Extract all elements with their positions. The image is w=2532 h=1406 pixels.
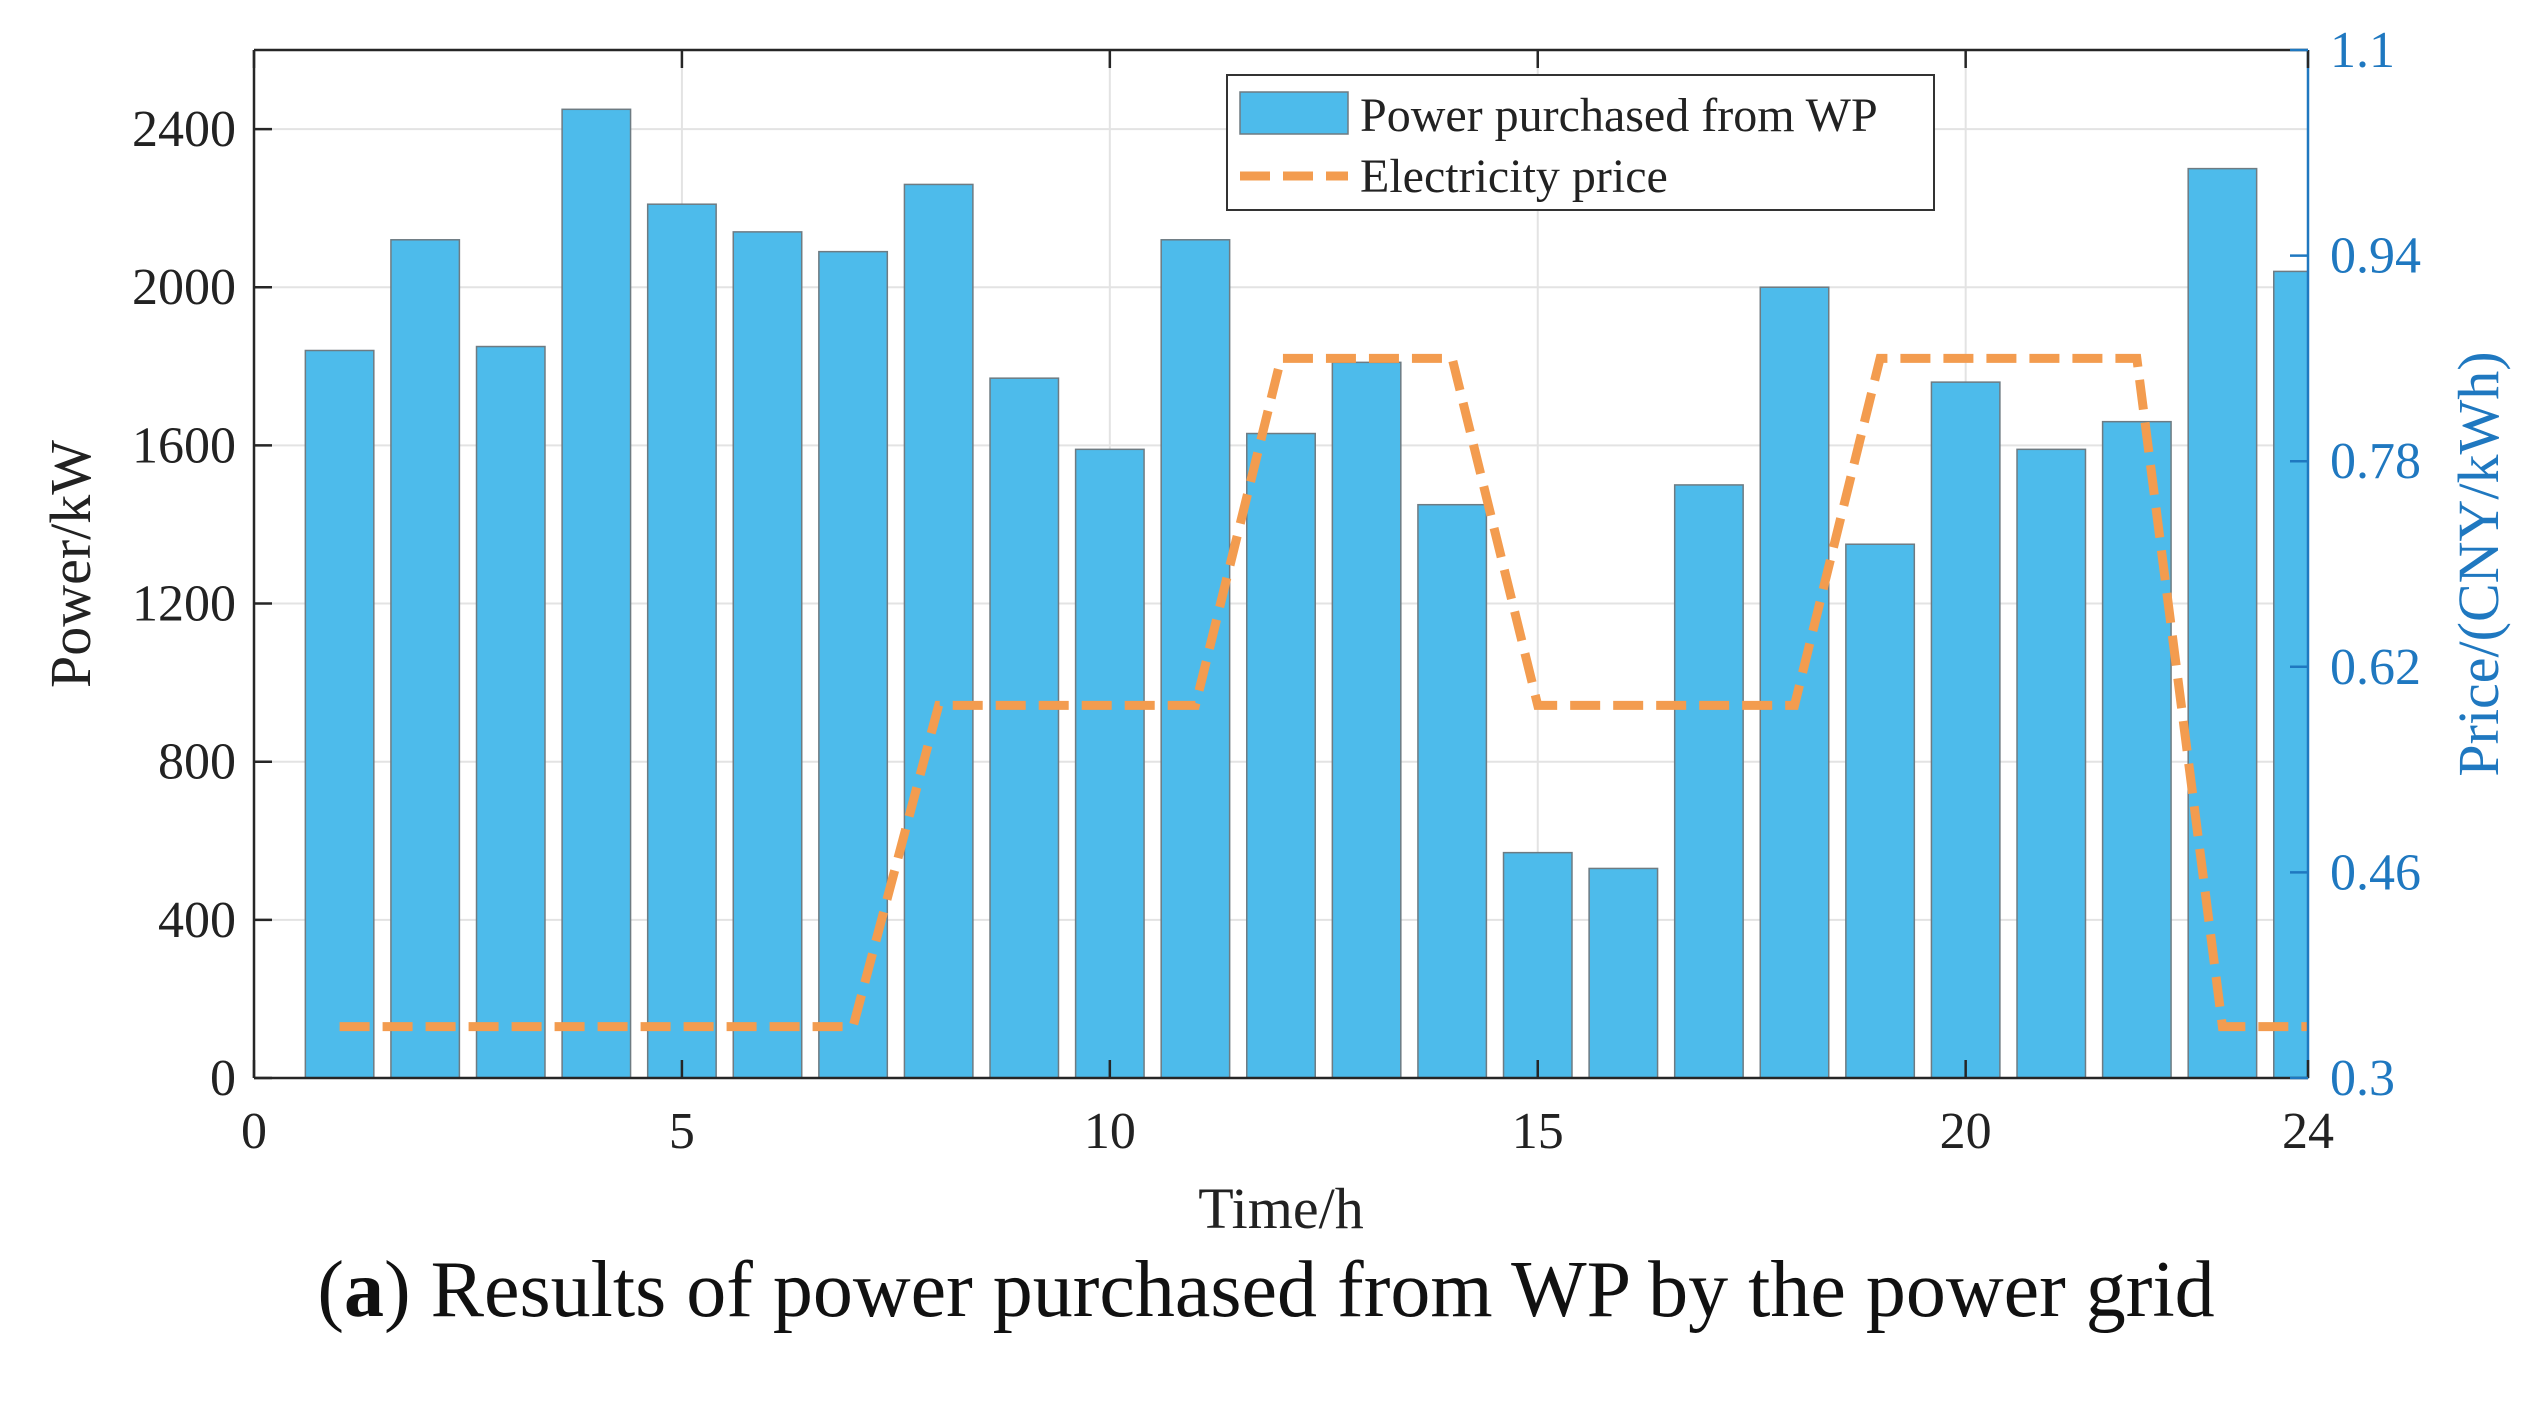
bar <box>1673 484 1744 1079</box>
price-line <box>339 353 2308 1032</box>
bar <box>390 239 461 1079</box>
x-tick-label: 15 <box>1512 1103 1564 1160</box>
x-tick-label: 0 <box>241 1103 267 1160</box>
bar <box>903 183 974 1079</box>
caption-label: a <box>343 1246 384 1334</box>
x-tick-label: 10 <box>1084 1103 1136 1160</box>
bar <box>1331 361 1402 1079</box>
x-axis-title: Time/h <box>1198 1176 1363 1241</box>
y-axis-title: Power/kW <box>38 440 103 688</box>
x-tick-label: 24 <box>2282 1103 2334 1160</box>
bar <box>1930 381 2001 1079</box>
bar <box>2187 167 2258 1079</box>
y-tick-label: 800 <box>158 734 236 791</box>
legend-bar-swatch <box>1239 91 1349 135</box>
bar <box>304 349 375 1079</box>
bar <box>1417 503 1488 1079</box>
y-tick-label: 1600 <box>132 417 236 474</box>
bar <box>2016 448 2087 1079</box>
bar <box>989 377 1060 1079</box>
figure-caption: (a) Results of power purchased from WP b… <box>317 1246 2215 1334</box>
x-tick-label: 5 <box>669 1103 695 1160</box>
bar <box>1502 851 1573 1079</box>
legend-line-label: Electricity price <box>1360 150 1668 203</box>
bar <box>1588 867 1659 1079</box>
bar <box>818 250 889 1079</box>
y-tick-label: 1200 <box>132 576 236 633</box>
bar <box>1246 432 1316 1079</box>
y-right-tick-label: 0.3 <box>2330 1050 2395 1107</box>
axes <box>252 48 2310 1080</box>
bar <box>561 108 632 1079</box>
y-right-tick-label: 1.1 <box>2330 22 2395 79</box>
x-tick-label: 20 <box>1940 1103 1992 1160</box>
bar <box>1845 543 1916 1079</box>
y-tick-label: 0 <box>210 1050 236 1107</box>
legend: Power purchased from WP Electricity pric… <box>1226 74 1935 211</box>
tick-labels: 0 5 10 15 20 24 0 400 800 1200 1600 2000 2400 0.3 0.46… <box>132 22 2421 1160</box>
y-right-axis-title: Price/(CNY/kWh) <box>2446 351 2511 776</box>
bar <box>475 345 546 1079</box>
bar <box>1074 448 1145 1079</box>
y-right-tick-label: 0.78 <box>2330 433 2421 490</box>
bar <box>732 231 803 1079</box>
y-tick-label: 2400 <box>132 101 236 158</box>
bar <box>1759 286 1830 1079</box>
y-right-tick-label: 0.94 <box>2330 228 2421 285</box>
y-tick-label: 400 <box>158 892 236 949</box>
legend-bar-label: Power purchased from WP <box>1360 89 1878 142</box>
bar <box>646 203 717 1079</box>
caption-text: Results of power purchased from WP by th… <box>430 1246 2215 1334</box>
bar <box>1160 239 1231 1079</box>
bar <box>2273 270 2309 1079</box>
price-line-series <box>339 353 2308 1032</box>
y-right-tick-label: 0.62 <box>2330 639 2421 696</box>
y-tick-label: 2000 <box>132 259 236 316</box>
y-right-tick-label: 0.46 <box>2330 844 2421 901</box>
